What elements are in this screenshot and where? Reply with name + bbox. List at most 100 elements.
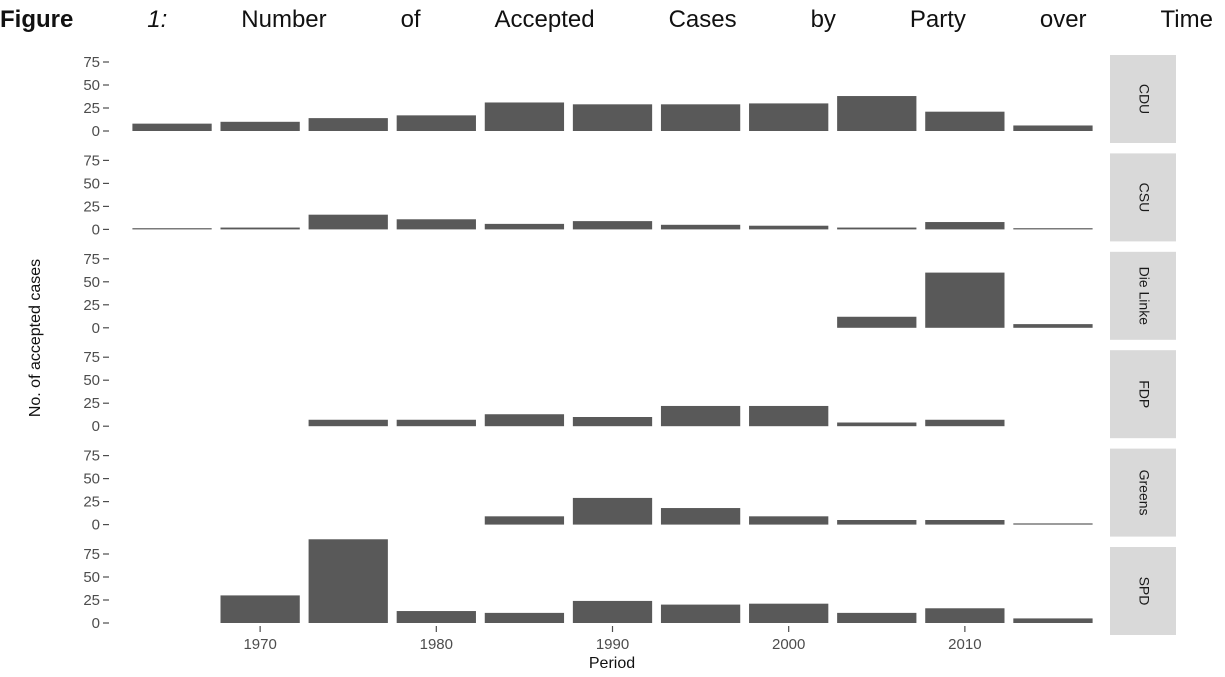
y-tick-label: 25 bbox=[83, 395, 100, 412]
bar bbox=[925, 111, 1005, 131]
bar bbox=[220, 595, 300, 623]
y-tick-label: 50 bbox=[83, 274, 100, 291]
x-tick-label: 1990 bbox=[596, 636, 629, 653]
bar bbox=[1013, 618, 1093, 623]
bar bbox=[837, 422, 917, 427]
y-tick-label: 50 bbox=[83, 77, 100, 94]
bar bbox=[484, 102, 565, 131]
facet-strip-label: FDP bbox=[1136, 380, 1152, 408]
facet-strip bbox=[1110, 251, 1176, 340]
x-tick-label: 2000 bbox=[772, 636, 805, 653]
bar bbox=[308, 214, 388, 230]
y-tick-label: 25 bbox=[83, 297, 100, 314]
facet-strip bbox=[1110, 350, 1176, 439]
bar bbox=[837, 227, 917, 230]
facet-panel-csu: 0 25 50 75 CSU bbox=[83, 152, 1176, 242]
y-tick-label: 0 bbox=[92, 123, 100, 140]
y-tick-label: 25 bbox=[83, 198, 100, 215]
facet-strip bbox=[1110, 547, 1176, 635]
facet-strip bbox=[1110, 153, 1176, 242]
caption-word: Number bbox=[241, 6, 327, 33]
bar bbox=[1013, 523, 1093, 525]
x-axis-title: Period bbox=[589, 655, 635, 672]
bar bbox=[132, 228, 212, 230]
bar bbox=[132, 123, 212, 131]
facet-strip-label: CSU bbox=[1136, 183, 1152, 213]
y-tick-label: 0 bbox=[92, 320, 100, 337]
facet-panel-die-linke: 0 25 50 75 Die Linke bbox=[83, 251, 1176, 340]
y-tick-label: 25 bbox=[83, 494, 100, 511]
caption-word: of bbox=[400, 6, 421, 33]
bar bbox=[925, 520, 1005, 525]
facet-strip bbox=[1110, 448, 1176, 537]
bar bbox=[837, 96, 917, 131]
bar bbox=[1013, 125, 1093, 131]
facet-strip-label: Greens bbox=[1136, 470, 1152, 516]
y-tick-label: 75 bbox=[83, 349, 100, 366]
caption-word: Accepted bbox=[494, 6, 595, 33]
bar bbox=[484, 516, 565, 525]
bar bbox=[925, 272, 1005, 328]
bar bbox=[749, 225, 829, 230]
bar bbox=[484, 612, 565, 623]
y-tick-label: 0 bbox=[92, 418, 100, 435]
bar bbox=[749, 103, 829, 131]
bar bbox=[308, 118, 388, 131]
caption-word: Figure bbox=[0, 6, 74, 33]
bar bbox=[396, 611, 476, 623]
y-tick-label: 50 bbox=[83, 471, 100, 488]
bar bbox=[572, 104, 653, 131]
y-tick-label: 50 bbox=[83, 175, 100, 192]
figure-caption: Figure 1: Number of Accepted Cases by Pa… bbox=[0, 6, 1225, 40]
caption-word: Time bbox=[1160, 6, 1213, 33]
bar bbox=[660, 508, 741, 525]
bar bbox=[925, 419, 1005, 427]
facet-panel-fdp: 0 25 50 75 FDP bbox=[83, 349, 1176, 439]
caption-word: Cases bbox=[668, 6, 737, 33]
bar bbox=[837, 612, 917, 623]
bar bbox=[749, 405, 829, 427]
caption-word: by bbox=[810, 6, 836, 33]
caption-word: over bbox=[1039, 6, 1087, 33]
bar bbox=[749, 516, 829, 525]
bar bbox=[572, 600, 653, 623]
facet-panel-cdu: 0 25 50 75 CDU bbox=[83, 54, 1176, 143]
caption-word: 1: bbox=[147, 6, 168, 33]
x-tick-label: 2010 bbox=[948, 636, 981, 653]
bar bbox=[660, 405, 741, 427]
y-tick-label: 50 bbox=[83, 372, 100, 389]
caption-word: Party bbox=[909, 6, 966, 33]
y-tick-label: 25 bbox=[83, 592, 100, 609]
bar bbox=[1013, 228, 1093, 230]
x-tick-label: 1980 bbox=[420, 636, 453, 653]
y-tick-label: 0 bbox=[92, 517, 100, 534]
bar bbox=[837, 316, 917, 328]
facet-strip-label: SPD bbox=[1136, 577, 1152, 606]
bar bbox=[925, 222, 1005, 230]
bar bbox=[572, 221, 653, 230]
bar bbox=[308, 539, 388, 623]
y-tick-label: 0 bbox=[92, 221, 100, 238]
y-tick-label: 75 bbox=[83, 54, 100, 71]
bar bbox=[749, 603, 829, 623]
facet-panel-greens: 0 25 50 75 Greens bbox=[83, 448, 1176, 537]
y-tick-label: 50 bbox=[83, 569, 100, 586]
bar bbox=[220, 227, 300, 230]
y-tick-label: 75 bbox=[83, 448, 100, 465]
bar bbox=[572, 497, 653, 525]
y-tick-label: 0 bbox=[92, 615, 100, 632]
bar bbox=[220, 121, 300, 131]
facet-strip-label: CDU bbox=[1136, 84, 1152, 114]
bar bbox=[660, 604, 741, 623]
facet-panel-spd: 0 25 50 75 SPD bbox=[83, 539, 1176, 635]
bar bbox=[396, 115, 476, 131]
facet-strip-label: Die Linke bbox=[1136, 267, 1152, 326]
bar bbox=[837, 520, 917, 525]
y-tick-label: 75 bbox=[83, 546, 100, 563]
x-tick-label: 1970 bbox=[243, 636, 276, 653]
bar bbox=[484, 223, 565, 230]
y-tick-label: 75 bbox=[83, 152, 100, 169]
chart-panels: 0 25 50 75 CDU 0 25 50 75 CSU 0 25 50 75 Die Linke 0 25 5… bbox=[83, 54, 1176, 635]
y-tick-label: 25 bbox=[83, 100, 100, 117]
